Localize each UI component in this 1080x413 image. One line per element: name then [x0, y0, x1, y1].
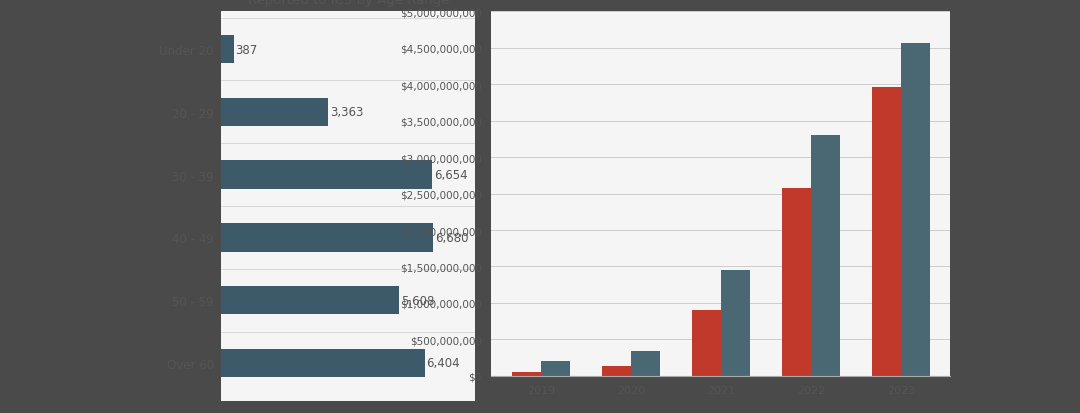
Text: 3,363: 3,363	[330, 106, 363, 119]
Text: 387: 387	[235, 43, 258, 57]
Bar	[872, 88, 901, 376]
Bar	[811, 135, 839, 376]
Bar	[221, 98, 328, 127]
Title: *2023 Investment Complaints
Reported to IC3 by Age Range: *2023 Investment Complaints Reported to …	[247, 0, 449, 7]
Text: 6,680: 6,680	[435, 231, 469, 244]
Bar	[782, 189, 811, 376]
Bar	[221, 286, 400, 315]
Bar	[692, 310, 721, 376]
Bar	[631, 351, 660, 376]
Bar	[221, 36, 233, 64]
Text: 6,404: 6,404	[427, 356, 460, 370]
Bar	[221, 349, 424, 377]
Bar	[512, 372, 541, 376]
Text: 5,608: 5,608	[401, 294, 434, 307]
Bar	[603, 366, 631, 376]
Text: 6,654: 6,654	[434, 169, 468, 182]
Bar	[901, 44, 930, 376]
Bar	[720, 271, 750, 376]
Bar	[221, 224, 433, 252]
Bar	[221, 161, 432, 189]
Bar	[541, 361, 570, 376]
